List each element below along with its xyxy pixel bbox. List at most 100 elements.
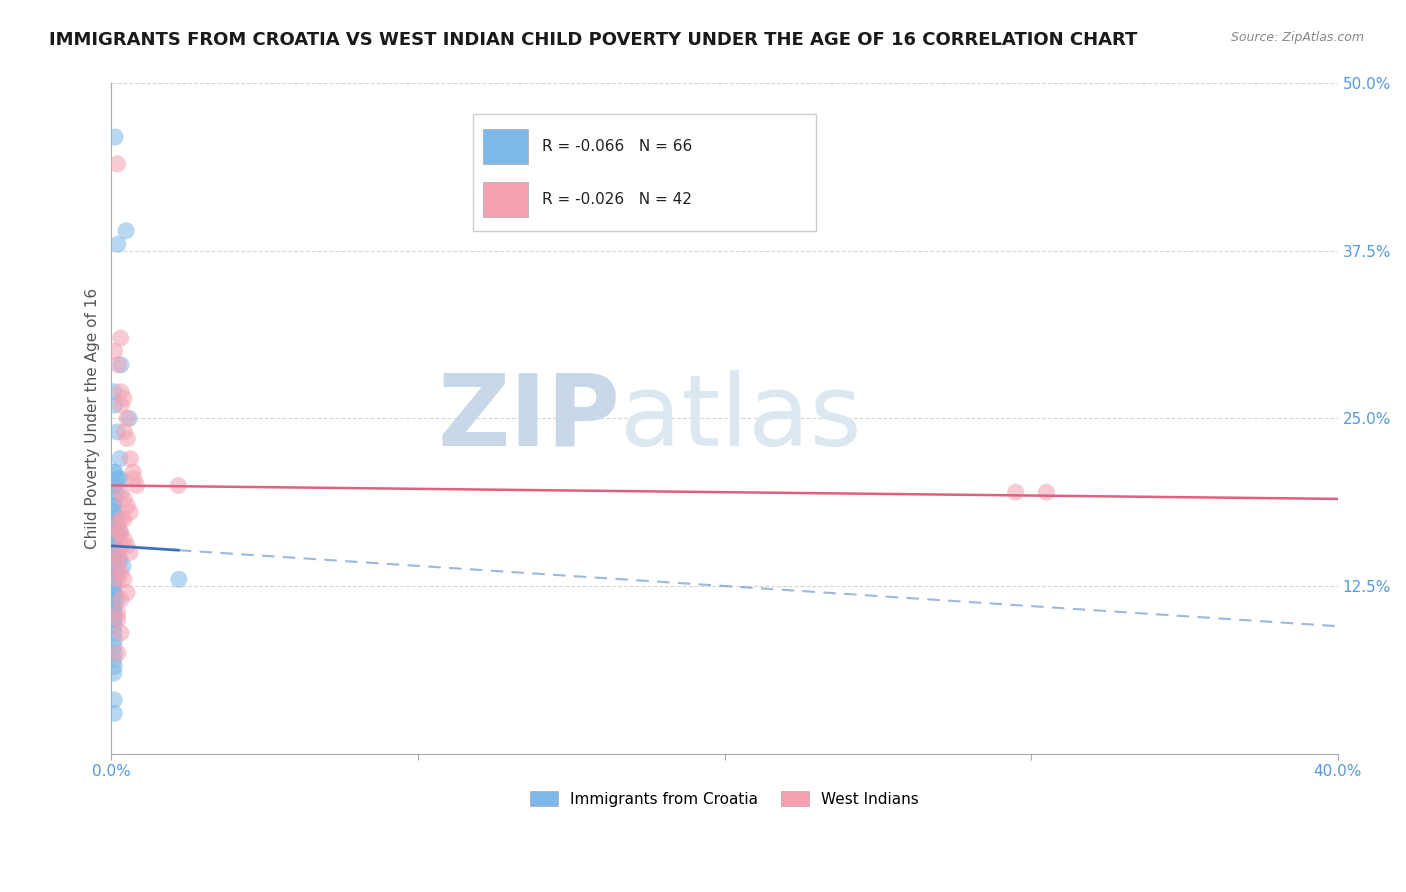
Point (103, 619, 125, 633)
Point (103, 599, 125, 613)
Point (103, 613, 125, 627)
Point (105, 425, 128, 439)
Point (107, 237, 129, 252)
Point (103, 579, 125, 593)
Point (103, 532, 125, 546)
Point (103, 478, 125, 492)
Point (103, 572, 125, 586)
Point (110, 592, 132, 607)
Point (103, 532, 125, 546)
Point (103, 545, 125, 559)
Point (103, 632, 125, 647)
Point (115, 585, 138, 599)
Point (110, 331, 132, 345)
Point (110, 384, 132, 399)
Point (103, 693, 125, 707)
Point (105, 512, 128, 526)
Point (167, 572, 190, 586)
Point (117, 432, 139, 446)
Point (103, 626, 125, 640)
Point (105, 525, 128, 540)
Legend: Immigrants from Croatia, West Indians: Immigrants from Croatia, West Indians (524, 785, 925, 813)
Y-axis label: Child Poverty Under the Age of 16: Child Poverty Under the Age of 16 (86, 288, 100, 549)
Point (103, 499, 125, 513)
Point (108, 451, 131, 466)
Point (105, 472, 128, 486)
Point (105, 592, 128, 607)
Point (120, 451, 142, 466)
Point (105, 485, 128, 500)
Point (105, 566, 128, 580)
Point (105, 545, 128, 559)
Point (110, 512, 132, 526)
Point (103, 653, 125, 667)
Text: IMMIGRANTS FROM CROATIA VS WEST INDIAN CHILD POVERTY UNDER THE AGE OF 16 CORRELA: IMMIGRANTS FROM CROATIA VS WEST INDIAN C… (49, 31, 1137, 49)
Point (103, 585, 125, 599)
Point (120, 505, 142, 519)
Point (107, 552, 129, 566)
Point (110, 358, 132, 372)
Point (103, 491, 125, 506)
Point (112, 512, 135, 526)
Point (112, 425, 135, 439)
Point (110, 485, 132, 500)
Text: atlas: atlas (620, 370, 862, 467)
Point (115, 539, 138, 553)
Point (118, 411, 141, 425)
Point (107, 358, 129, 372)
Point (107, 525, 129, 540)
Point (107, 613, 129, 627)
Text: Source: ZipAtlas.com: Source: ZipAtlas.com (1230, 31, 1364, 45)
Point (125, 478, 148, 492)
Point (103, 599, 125, 613)
Point (103, 606, 125, 620)
Point (103, 706, 125, 721)
Point (103, 558, 125, 573)
Point (110, 539, 132, 553)
Point (107, 545, 129, 559)
Point (167, 478, 190, 492)
Point (103, 640, 125, 654)
Point (112, 532, 135, 546)
Point (103, 512, 125, 526)
Point (110, 626, 132, 640)
Point (103, 592, 125, 607)
Point (103, 499, 125, 513)
Point (112, 491, 135, 506)
Point (103, 539, 125, 553)
Point (103, 539, 125, 553)
Point (103, 585, 125, 599)
Point (103, 505, 125, 519)
Point (103, 566, 125, 580)
Point (103, 465, 125, 479)
Point (112, 572, 135, 586)
Point (107, 157, 129, 171)
Point (103, 465, 125, 479)
Point (103, 659, 125, 673)
Point (117, 499, 139, 513)
Point (103, 518, 125, 533)
Point (1004, 485, 1026, 500)
Point (122, 472, 145, 486)
Point (107, 572, 129, 586)
Point (103, 613, 125, 627)
Point (112, 392, 135, 406)
Point (107, 606, 129, 620)
Point (110, 398, 132, 412)
Point (103, 344, 125, 359)
Point (120, 545, 142, 559)
Point (107, 518, 129, 533)
Point (103, 646, 125, 660)
Point (112, 558, 135, 573)
Point (110, 472, 132, 486)
Text: ZIP: ZIP (437, 370, 620, 467)
Point (103, 572, 125, 586)
Point (103, 558, 125, 573)
Point (122, 465, 145, 479)
Point (104, 130, 127, 145)
Point (115, 224, 138, 238)
Point (1035, 485, 1057, 500)
Point (107, 646, 129, 660)
Point (104, 398, 127, 412)
Point (103, 585, 125, 599)
